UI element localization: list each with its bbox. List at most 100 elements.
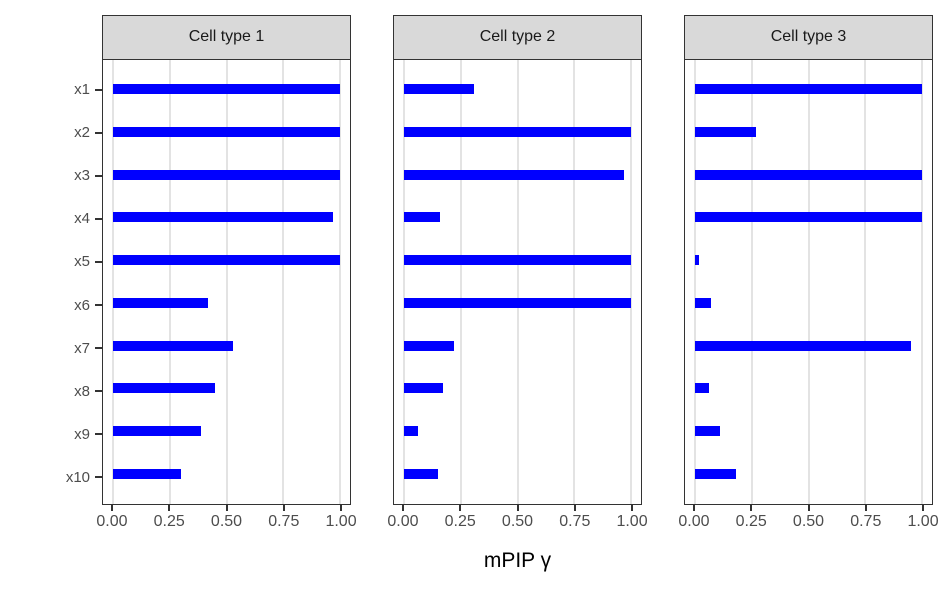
bar-x9 xyxy=(403,426,418,437)
facet-strip: Cell type 2 xyxy=(393,15,642,60)
bar-row xyxy=(103,68,350,111)
bar-x7 xyxy=(112,340,234,351)
gridline xyxy=(339,59,342,505)
bar-x1 xyxy=(403,84,475,95)
y-axis-row: x6 xyxy=(0,283,102,326)
x-tick-mark xyxy=(401,505,404,512)
bar-row xyxy=(394,282,641,325)
x-tick-mark xyxy=(631,505,634,512)
gridline xyxy=(225,59,228,505)
bar-x9 xyxy=(694,426,720,437)
bar-row xyxy=(103,196,350,239)
bar-x8 xyxy=(694,383,709,394)
bar-x3 xyxy=(112,169,341,180)
y-tick-mark xyxy=(95,174,102,177)
y-tick-mark xyxy=(95,88,102,91)
y-tick-mark xyxy=(95,476,102,479)
x-axis: 0.00 0.25 0.50 0.75 1.00 xyxy=(678,505,939,538)
facet-strip-label: Cell type 1 xyxy=(188,28,265,46)
y-axis-label: x5 xyxy=(74,253,90,271)
x-tick-label: 0.75 xyxy=(559,513,591,531)
bar-x10 xyxy=(694,468,736,479)
bar-x8 xyxy=(403,383,443,394)
bar-x6 xyxy=(112,297,209,308)
bar-row xyxy=(394,324,641,367)
y-tick-mark xyxy=(95,304,102,307)
gridline xyxy=(402,59,405,505)
bar-row xyxy=(685,153,932,196)
plot-area xyxy=(102,59,351,506)
bar-x2 xyxy=(112,126,341,137)
x-tick-label: 0.00 xyxy=(96,513,128,531)
x-tick-mark xyxy=(459,505,462,512)
bar-x10 xyxy=(403,468,438,479)
bar-x8 xyxy=(112,383,216,394)
y-axis-label: x9 xyxy=(74,425,90,443)
facet-panel-3: Cell type 3 0.00 0.25 0.50 0.75 1.00 xyxy=(678,15,939,538)
bar-row xyxy=(685,282,932,325)
y-axis-label: x1 xyxy=(74,81,90,99)
y-axis-row: x10 xyxy=(0,456,102,499)
facet-panel-2: Cell type 2 0.00 0.25 0.50 0.75 1.00 xyxy=(387,15,648,538)
bar-row xyxy=(394,239,641,282)
gridline xyxy=(921,59,924,505)
x-tick-label: 0.25 xyxy=(153,513,185,531)
bar-row xyxy=(394,153,641,196)
facet-strip: Cell type 1 xyxy=(102,15,351,60)
gridline xyxy=(168,59,171,505)
y-axis-label: x6 xyxy=(74,296,90,314)
gridline xyxy=(573,59,576,505)
facet-panel-1: Cell type 1 0.00 0.25 0.50 0.75 1.00 xyxy=(96,15,357,538)
facet-panels: Cell type 1 0.00 0.25 0.50 0.75 1.00 Cell type… xyxy=(96,15,939,538)
bar-row xyxy=(394,68,641,111)
bar-row xyxy=(685,410,932,453)
bar-x4 xyxy=(694,212,923,223)
bar-x5 xyxy=(112,255,341,266)
x-tick-label: 1.00 xyxy=(325,513,357,531)
bar-x3 xyxy=(403,169,625,180)
bar-x9 xyxy=(112,426,202,437)
bar-row xyxy=(103,410,350,453)
x-axis: 0.00 0.25 0.50 0.75 1.00 xyxy=(387,505,648,538)
y-tick-mark xyxy=(95,433,102,436)
bar-row xyxy=(103,282,350,325)
gridline xyxy=(693,59,696,505)
y-axis-label: x2 xyxy=(74,124,90,142)
gridline xyxy=(459,59,462,505)
y-axis-row: x1 xyxy=(0,68,102,111)
y-axis-row: x2 xyxy=(0,111,102,154)
x-tick-label: 1.00 xyxy=(907,513,939,531)
bar-row xyxy=(685,453,932,496)
y-axis-row: x5 xyxy=(0,240,102,283)
bar-row xyxy=(685,111,932,154)
bar-row xyxy=(685,68,932,111)
y-axis-label: x3 xyxy=(74,167,90,185)
x-tick-mark xyxy=(110,505,113,512)
bar-row xyxy=(394,367,641,410)
bar-row xyxy=(685,196,932,239)
y-axis-row: x7 xyxy=(0,327,102,370)
y-axis-row: x4 xyxy=(0,197,102,240)
bar-row xyxy=(685,324,932,367)
y-axis-label: x10 xyxy=(65,468,90,486)
y-axis-label: x4 xyxy=(74,210,90,228)
x-tick-label: 0.75 xyxy=(850,513,882,531)
gridline xyxy=(282,59,285,505)
bar-row xyxy=(394,453,641,496)
bar-x6 xyxy=(694,297,711,308)
bar-x4 xyxy=(112,212,334,223)
x-tick-label: 0.75 xyxy=(268,513,300,531)
bar-x3 xyxy=(694,169,923,180)
x-tick-label: 0.25 xyxy=(444,513,476,531)
x-tick-label: 0.50 xyxy=(210,513,243,531)
x-tick-mark xyxy=(750,505,753,512)
bar-x5 xyxy=(694,255,700,266)
bar-row xyxy=(685,367,932,410)
x-tick-mark xyxy=(168,505,171,512)
gridline xyxy=(630,59,633,505)
x-tick-mark xyxy=(225,505,228,512)
y-axis-label: x8 xyxy=(74,382,90,400)
x-tick-label: 1.00 xyxy=(616,513,648,531)
bar-x7 xyxy=(694,340,911,351)
gridline xyxy=(807,59,810,505)
